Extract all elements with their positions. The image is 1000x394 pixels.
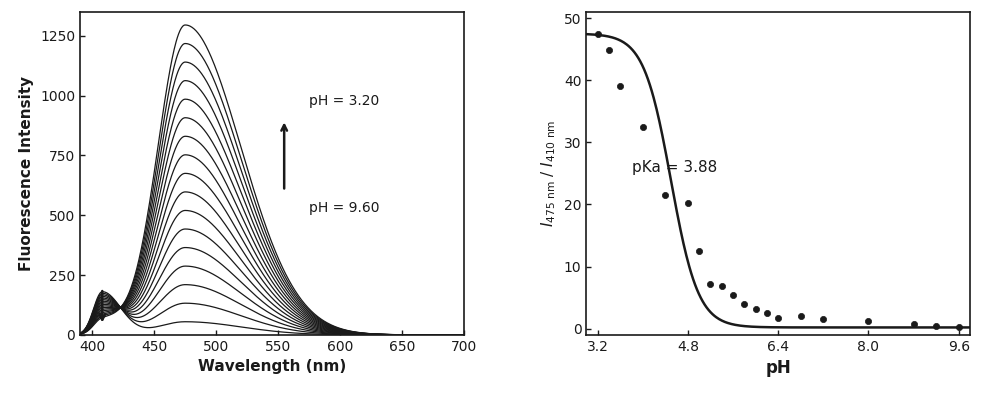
Y-axis label: $I_\mathrm{475\ nm}$ / $I_\mathrm{410\ nm}$: $I_\mathrm{475\ nm}$ / $I_\mathrm{410\ n…	[540, 120, 558, 227]
Text: pH = 9.60: pH = 9.60	[309, 201, 379, 215]
Point	[725, 292, 741, 298]
Point	[714, 283, 730, 290]
Text: pKa = 3.88: pKa = 3.88	[632, 160, 717, 175]
Point	[793, 313, 809, 320]
X-axis label: pH: pH	[765, 359, 791, 377]
Point	[680, 199, 696, 206]
Point	[951, 323, 967, 330]
Point	[906, 321, 922, 327]
Point	[748, 306, 764, 312]
Y-axis label: Fluorescence Intensity: Fluorescence Intensity	[19, 76, 34, 271]
Point	[860, 318, 876, 324]
Point	[770, 314, 786, 321]
Point	[691, 248, 707, 254]
Point	[601, 47, 617, 54]
Point	[736, 301, 752, 307]
Point	[612, 83, 628, 89]
Point	[928, 322, 944, 329]
Point	[657, 192, 673, 198]
Point	[590, 30, 606, 37]
Point	[635, 124, 651, 130]
Text: pH = 3.20: pH = 3.20	[309, 93, 379, 108]
X-axis label: Wavelength (nm): Wavelength (nm)	[198, 359, 346, 374]
Point	[815, 316, 831, 323]
Point	[702, 281, 718, 287]
Point	[759, 310, 775, 316]
